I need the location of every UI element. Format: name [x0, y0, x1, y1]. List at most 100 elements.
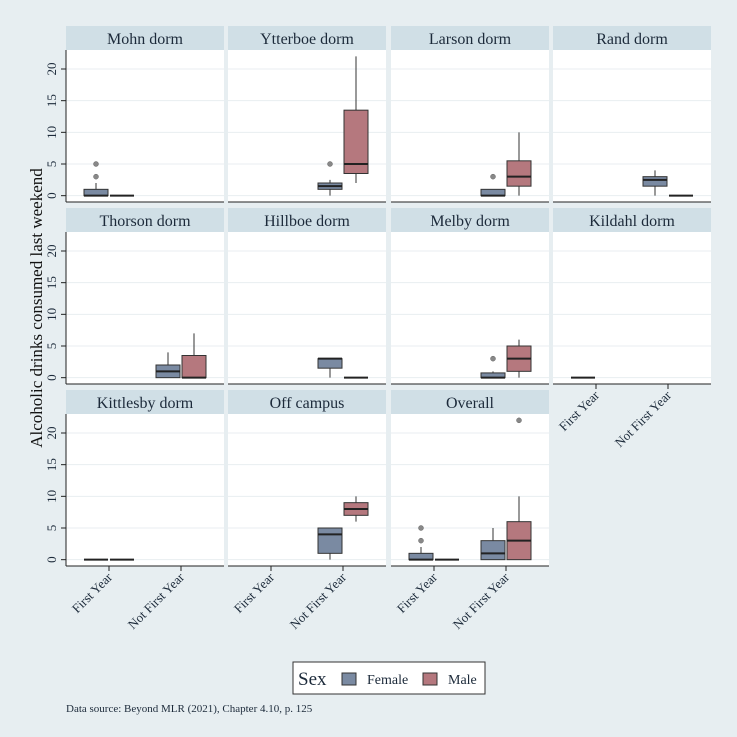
- x-tick-label: Not First Year: [125, 569, 188, 632]
- outlier-point: [490, 173, 496, 180]
- y-tick-label: 20: [44, 427, 59, 440]
- panel-title: Off campus: [270, 395, 345, 412]
- y-tick-label: 10: [44, 126, 59, 139]
- panel-title: Kildahl dorm: [589, 213, 675, 230]
- panel-rand-dorm: Rand dorm: [553, 26, 711, 203]
- panel-overall: Overall First Year Not First Year: [391, 390, 549, 632]
- y-axis-label: Alcoholic drinks consumed last weekend: [27, 168, 46, 448]
- box-female: [155, 352, 181, 379]
- panel-title: Overall: [446, 395, 495, 412]
- panel-header: [391, 208, 549, 232]
- x-tick-label: First Year: [69, 569, 116, 616]
- plot-area: [228, 232, 386, 384]
- box-male: [343, 496, 369, 522]
- y-tick-label: 15: [44, 94, 59, 107]
- box: [506, 160, 532, 187]
- y-tick-label: 0: [44, 192, 59, 199]
- y-tick-label: 10: [44, 308, 59, 321]
- box-male: [181, 333, 207, 379]
- plot-area: [553, 232, 711, 384]
- outlier-point: [516, 417, 522, 424]
- panel-mohn-dorm: Mohn dorm 0 5 10 15 20: [44, 26, 224, 203]
- y-tick-label: 0: [44, 374, 59, 381]
- panel-title: Rand dorm: [596, 31, 668, 48]
- legend-frame: [292, 661, 486, 695]
- outlier-point: [418, 537, 424, 544]
- panel-header: [391, 26, 549, 50]
- box-male: [506, 417, 532, 561]
- box-female: [83, 161, 109, 197]
- x-tick-label: First Year: [231, 569, 278, 616]
- plot-area: [228, 414, 386, 566]
- y-tick-label: 20: [44, 63, 59, 76]
- panel-thorson-dorm: Thorson dorm 0 5 10 15 20: [44, 208, 224, 385]
- panel-title: Larson dorm: [429, 31, 512, 48]
- panel-ytterboe-dorm: Ytterboe dorm: [228, 26, 386, 203]
- x-tick-label: First Year: [556, 387, 603, 434]
- box-female: [480, 355, 506, 379]
- box-male: [506, 339, 532, 378]
- x-tick-label: Not First Year: [450, 569, 513, 632]
- panel-title: Ytterboe dorm: [260, 31, 354, 48]
- panel-header: [391, 390, 549, 414]
- y-tick-label: 0: [44, 556, 59, 563]
- y-tick-label: 5: [44, 161, 59, 168]
- box: [317, 358, 343, 369]
- panel-title: Melby dorm: [430, 213, 510, 230]
- box-female: [408, 525, 434, 561]
- y-tick-label: 5: [44, 343, 59, 350]
- x-tick-label: First Year: [394, 569, 441, 616]
- y-tick-label: 15: [44, 458, 59, 471]
- panel-header: [228, 390, 386, 414]
- panel-melby-dorm: Melby dorm: [391, 208, 549, 385]
- legend-swatch-female: [341, 672, 357, 686]
- outlier-point: [93, 161, 99, 167]
- panel-larson-dorm: Larson dorm: [391, 26, 549, 203]
- panel-header: [228, 208, 386, 232]
- legend-label-male: Male: [448, 673, 477, 688]
- box: [480, 540, 506, 561]
- box-male: [506, 132, 532, 196]
- y-tick-label: 20: [44, 245, 59, 258]
- box: [642, 176, 668, 187]
- x-tick-label: Not First Year: [287, 569, 350, 632]
- panel-title: Kittlesby dorm: [97, 395, 194, 412]
- panel-header: [553, 26, 711, 50]
- panel-header: [228, 26, 386, 50]
- panel-header: [553, 208, 711, 232]
- box: [181, 355, 207, 379]
- box-female: [317, 357, 343, 378]
- panel-kildahl-dorm: Kildahl dorm First Year Not First Year: [553, 208, 711, 450]
- box-female: [480, 528, 506, 561]
- plot-area: [66, 50, 224, 202]
- box: [343, 109, 369, 174]
- panel-header: [66, 390, 224, 414]
- legend-swatch-male: [422, 672, 438, 686]
- panel-header: [66, 26, 224, 50]
- outlier-point: [418, 525, 424, 531]
- y-tick-label: 15: [44, 276, 59, 289]
- x-tick-label: Not First Year: [612, 387, 675, 450]
- plot-area: [66, 414, 224, 566]
- legend: Sex Female Male: [292, 661, 486, 695]
- box-female: [317, 527, 343, 560]
- y-tick-label: 5: [44, 525, 59, 532]
- outlier-point: [327, 161, 333, 167]
- outlier-point: [490, 355, 496, 362]
- panel-title: Hillboe dorm: [264, 213, 350, 230]
- panel-off-campus: Off campus First Year Not First Year: [228, 390, 386, 632]
- plot-area: [553, 50, 711, 202]
- box-female: [642, 170, 668, 196]
- outlier-point: [93, 173, 99, 180]
- box-female: [317, 161, 343, 196]
- box-female: [480, 173, 506, 197]
- legend-label-female: Female: [367, 673, 408, 688]
- panel-hillboe-dorm: Hillboe dorm: [228, 208, 386, 385]
- box-male: [343, 56, 369, 183]
- data-source-note: Data source: Beyond MLR (2021), Chapter …: [66, 703, 313, 715]
- panel-title: Mohn dorm: [107, 31, 184, 48]
- y-tick-label: 10: [44, 490, 59, 503]
- box: [317, 527, 343, 554]
- panel-title: Thorson dorm: [99, 213, 191, 230]
